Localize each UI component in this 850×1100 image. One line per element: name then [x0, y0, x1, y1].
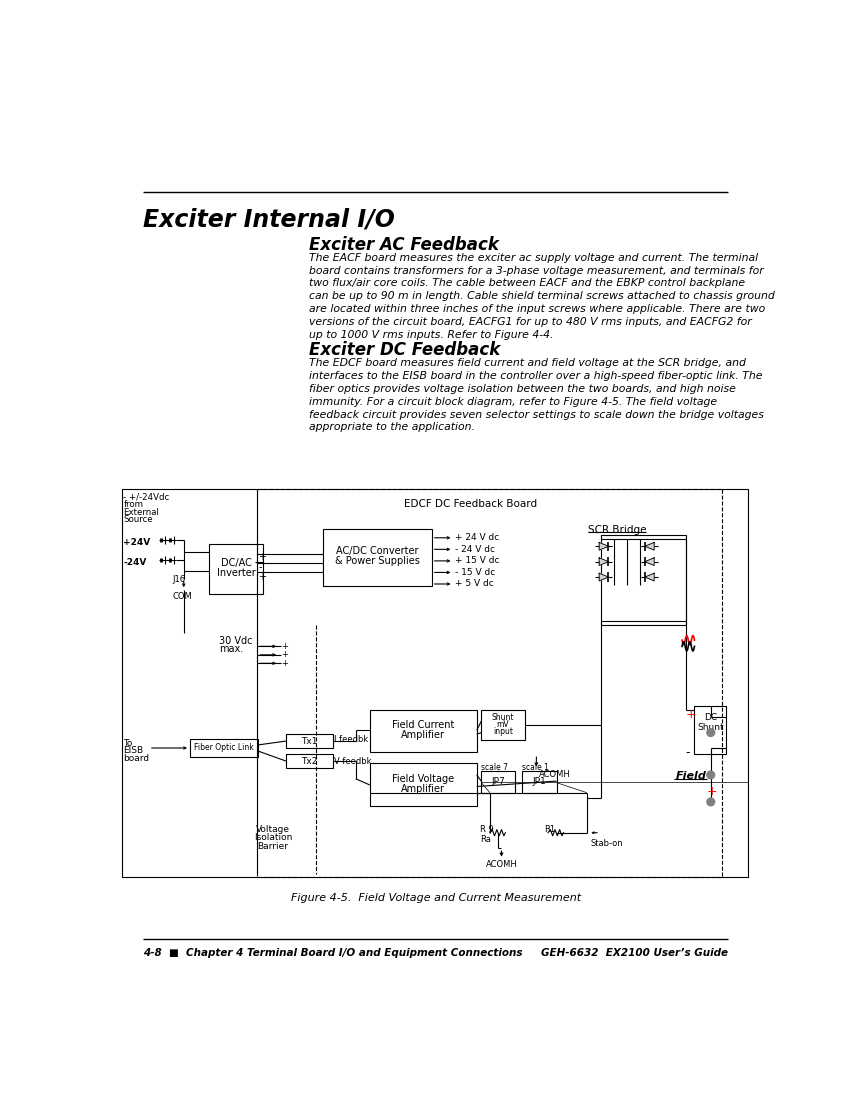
Text: J16: J16 — [172, 574, 185, 584]
Text: Figure 4-5.  Field Voltage and Current Measurement: Figure 4-5. Field Voltage and Current Me… — [291, 893, 581, 903]
Circle shape — [707, 771, 715, 779]
Text: Tx2: Tx2 — [301, 757, 318, 766]
Circle shape — [707, 799, 715, 805]
Text: Amplifier: Amplifier — [401, 784, 445, 794]
Text: I feedbk: I feedbk — [334, 735, 368, 744]
Text: + 15 V dc: + 15 V dc — [455, 557, 500, 565]
Polygon shape — [599, 558, 609, 565]
Text: board: board — [123, 755, 150, 763]
Polygon shape — [599, 573, 609, 581]
Text: Barrier: Barrier — [258, 842, 288, 851]
Text: JP7: JP7 — [491, 778, 505, 786]
Text: Shunt: Shunt — [492, 714, 514, 723]
Text: +: + — [258, 572, 266, 582]
Text: Field Voltage: Field Voltage — [392, 774, 454, 784]
Text: External: External — [123, 508, 159, 517]
Text: scale 7: scale 7 — [481, 763, 508, 772]
Text: EDCF DC Feedback Board: EDCF DC Feedback Board — [404, 499, 537, 509]
Text: EISB: EISB — [123, 747, 144, 756]
Bar — [323, 528, 432, 586]
Text: ACOMH: ACOMH — [485, 860, 518, 869]
Bar — [258, 490, 722, 878]
Text: from: from — [123, 500, 144, 509]
Bar — [122, 490, 748, 878]
Text: The EACF board measures the exciter ac supply voltage and current. The terminal
: The EACF board measures the exciter ac s… — [309, 253, 775, 340]
Text: Stab-on: Stab-on — [591, 839, 623, 848]
Text: Tx1: Tx1 — [301, 737, 318, 746]
Text: -: - — [685, 747, 689, 759]
Text: Exciter Internal I/O: Exciter Internal I/O — [144, 208, 395, 231]
Text: +: + — [707, 785, 717, 798]
Text: R 9: R 9 — [479, 825, 494, 834]
Text: COM: COM — [172, 592, 192, 601]
Text: GEH-6632  EX2100 User’s Guide: GEH-6632 EX2100 User’s Guide — [541, 948, 728, 958]
Text: scale 1: scale 1 — [523, 763, 549, 772]
Text: +: + — [685, 708, 696, 720]
Bar — [694, 706, 726, 755]
Text: +: + — [281, 642, 288, 651]
Text: The EDCF board measures field current and field voltage at the SCR bridge, and
i: The EDCF board measures field current an… — [309, 359, 764, 432]
Text: mV: mV — [496, 720, 509, 729]
Text: Exciter DC Feedback: Exciter DC Feedback — [309, 341, 501, 360]
Bar — [286, 755, 332, 768]
Polygon shape — [645, 558, 654, 565]
Text: +: + — [281, 650, 288, 659]
Bar — [481, 710, 524, 740]
Text: JP1: JP1 — [533, 778, 547, 786]
Bar — [190, 739, 258, 757]
Bar — [481, 771, 515, 793]
Text: Fiber Optic Link: Fiber Optic Link — [194, 744, 254, 752]
Text: ACOMH: ACOMH — [539, 770, 570, 779]
Text: Voltage: Voltage — [256, 825, 290, 834]
Text: -: - — [258, 562, 262, 572]
Text: Isolation: Isolation — [253, 834, 292, 843]
Bar — [523, 771, 557, 793]
Text: 4-8  ■  Chapter 4 Terminal Board I/O and Equipment Connections: 4-8 ■ Chapter 4 Terminal Board I/O and E… — [144, 948, 523, 958]
Text: DC: DC — [704, 714, 717, 723]
Polygon shape — [599, 542, 609, 550]
Text: To: To — [123, 739, 133, 748]
Text: SCR Bridge: SCR Bridge — [588, 525, 647, 535]
Bar — [209, 544, 263, 594]
Text: Field: Field — [676, 771, 706, 781]
Text: - 24 V dc: - 24 V dc — [455, 544, 495, 553]
Polygon shape — [645, 542, 654, 550]
Text: -24V: -24V — [123, 558, 147, 566]
Text: R1: R1 — [544, 825, 555, 834]
Text: AC/DC Converter: AC/DC Converter — [337, 547, 419, 557]
Text: - 15 V dc: - 15 V dc — [455, 568, 496, 576]
Polygon shape — [645, 573, 654, 581]
Circle shape — [707, 728, 715, 737]
Text: 30 Vdc: 30 Vdc — [218, 636, 252, 647]
Text: & Power Supplies: & Power Supplies — [335, 557, 420, 566]
Text: Exciter AC Feedback: Exciter AC Feedback — [309, 236, 499, 254]
Bar — [370, 763, 477, 805]
Bar — [286, 734, 332, 748]
Text: Ra: Ra — [479, 835, 490, 844]
Text: + 5 V dc: + 5 V dc — [455, 580, 494, 588]
Text: + 24 V dc: + 24 V dc — [455, 534, 499, 542]
Text: DC/AC: DC/AC — [221, 558, 252, 568]
Text: V feedbk: V feedbk — [334, 757, 371, 766]
Text: Amplifier: Amplifier — [401, 730, 445, 740]
Text: Inverter: Inverter — [217, 568, 256, 578]
Text: Source: Source — [123, 516, 153, 525]
Text: +: + — [258, 552, 266, 562]
Text: Shunt: Shunt — [697, 723, 723, 732]
Bar — [370, 710, 477, 752]
Text: - +/-24Vdc: - +/-24Vdc — [123, 493, 169, 502]
Text: input: input — [493, 727, 513, 736]
Bar — [602, 535, 686, 625]
Text: +24V: +24V — [123, 538, 150, 547]
Text: +: + — [281, 659, 288, 668]
Text: max.: max. — [218, 645, 243, 654]
Text: Field Current: Field Current — [392, 720, 455, 730]
